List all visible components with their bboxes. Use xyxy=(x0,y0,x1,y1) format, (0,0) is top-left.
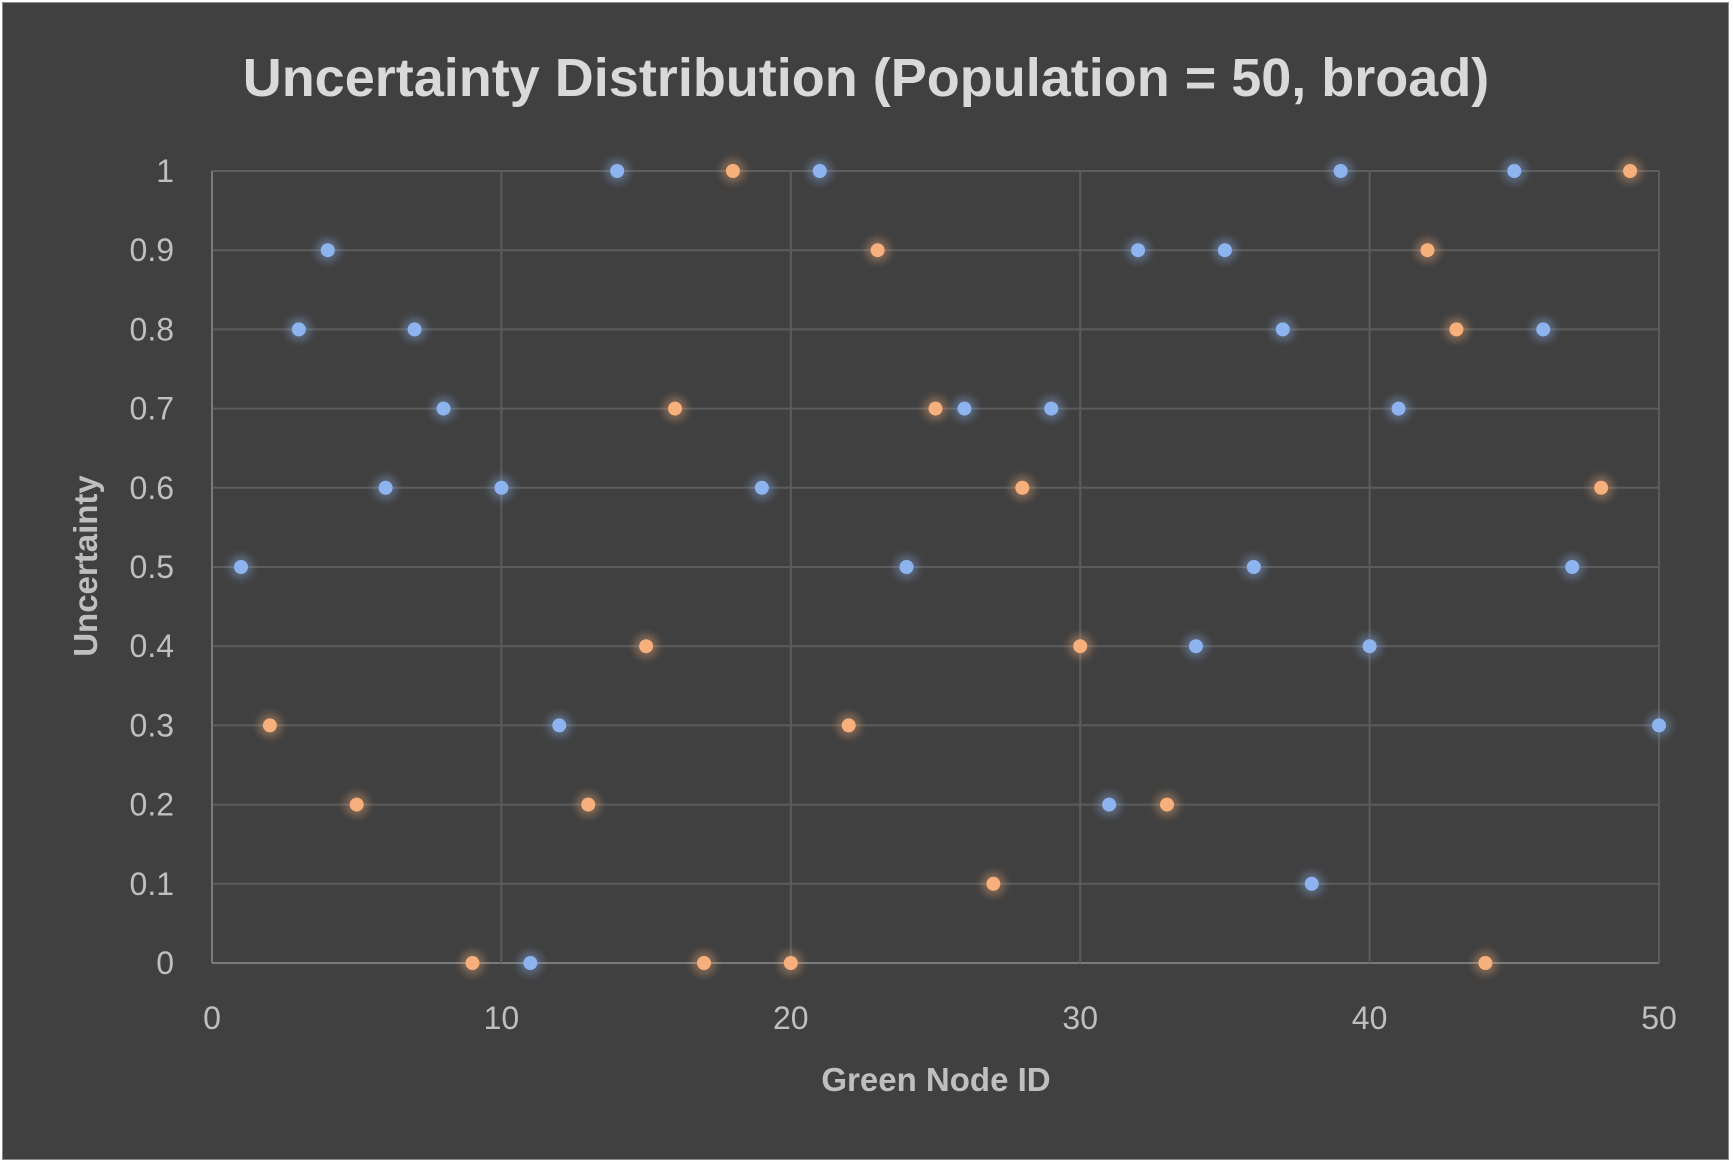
data-point xyxy=(1304,876,1319,891)
data-point xyxy=(1507,164,1522,178)
data-points xyxy=(228,159,1671,975)
data-point xyxy=(1536,322,1551,337)
data-point xyxy=(1594,480,1609,495)
y-tick-label: 0.3 xyxy=(130,707,174,743)
y-tick-label: 0.9 xyxy=(130,232,174,268)
y-tick-label: 0.7 xyxy=(130,391,174,427)
x-tick-label: 40 xyxy=(1352,1000,1388,1036)
data-point xyxy=(1333,164,1348,178)
data-point xyxy=(1246,560,1261,574)
data-point xyxy=(696,956,711,970)
tick-labels: 00.10.20.30.40.50.60.70.80.910 10 20 30 40 50 xyxy=(130,153,1677,1036)
data-point xyxy=(783,956,798,970)
data-point xyxy=(610,164,625,178)
x-axis-title: Green Node ID xyxy=(821,1061,1050,1098)
chart-title: Uncertainty Distribution (Population = 5… xyxy=(243,48,1490,108)
data-point xyxy=(986,876,1001,891)
x-tick-label: 30 xyxy=(1062,1000,1098,1036)
data-point xyxy=(1160,797,1175,812)
data-point xyxy=(1478,956,1493,970)
data-point xyxy=(320,243,335,258)
data-point xyxy=(1420,243,1435,258)
data-point xyxy=(465,956,480,970)
data-point xyxy=(1217,243,1232,258)
y-tick-label: 1 xyxy=(156,153,174,189)
data-point xyxy=(349,797,364,812)
series-1 xyxy=(257,159,1643,975)
data-point xyxy=(407,322,422,337)
y-tick-label: 0.2 xyxy=(130,787,174,823)
data-point xyxy=(1131,243,1146,258)
x-tick-label: 20 xyxy=(773,1000,809,1036)
data-point xyxy=(1102,797,1117,812)
data-point xyxy=(523,956,538,970)
y-axis-title: Uncertainty xyxy=(67,475,104,657)
y-tick-label: 0.8 xyxy=(130,311,174,347)
data-point xyxy=(754,480,769,495)
data-point xyxy=(1565,560,1580,574)
y-tick-label: 0.6 xyxy=(130,470,174,506)
data-point xyxy=(841,718,856,733)
data-point xyxy=(1275,322,1290,337)
x-tick-label: 10 xyxy=(484,1000,520,1036)
data-point xyxy=(928,401,943,416)
data-point xyxy=(1652,718,1666,733)
y-tick-label: 0.1 xyxy=(130,866,174,902)
data-point xyxy=(581,797,596,812)
data-point xyxy=(262,718,277,733)
data-point xyxy=(1391,401,1406,416)
x-tick-label: 0 xyxy=(203,1000,221,1036)
data-point xyxy=(552,718,567,733)
gridlines xyxy=(211,170,1660,964)
data-point xyxy=(1362,639,1377,654)
x-tick-label: 50 xyxy=(1641,1000,1677,1036)
data-point xyxy=(378,480,393,495)
data-point xyxy=(1623,164,1638,178)
data-point xyxy=(870,243,885,258)
data-point xyxy=(899,560,914,574)
y-tick-label: 0.4 xyxy=(130,628,174,664)
data-point xyxy=(1449,322,1464,337)
data-point xyxy=(436,401,451,416)
data-point xyxy=(1188,639,1203,654)
data-point xyxy=(639,639,654,654)
data-point xyxy=(668,401,683,416)
data-point xyxy=(1044,401,1059,416)
data-point xyxy=(812,164,827,178)
data-point xyxy=(957,401,972,416)
data-point xyxy=(725,164,740,178)
data-point xyxy=(1073,639,1088,654)
data-point xyxy=(291,322,306,337)
series-0 xyxy=(228,159,1671,975)
y-tick-label: 0.5 xyxy=(130,549,174,585)
data-point xyxy=(1015,480,1030,495)
data-point xyxy=(494,480,509,495)
y-tick-label: 0 xyxy=(156,945,174,981)
data-point xyxy=(233,560,248,574)
